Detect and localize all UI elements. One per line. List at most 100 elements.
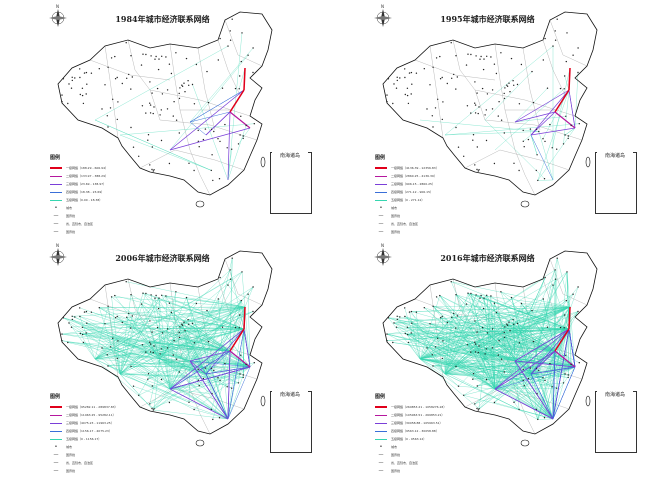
link-tier-5: [82, 306, 246, 335]
legend-tier: 四级网络（271.12 - 906.15）: [375, 188, 475, 196]
link-tier-3: [514, 89, 570, 123]
city-dot: [476, 168, 478, 171]
city-dot: [245, 124, 247, 127]
link-tier-5: [440, 317, 554, 420]
city-dot: [181, 323, 183, 325]
city-dot: [437, 337, 439, 339]
city-dot: [219, 37, 221, 40]
link-tier-5: [498, 354, 554, 420]
city-dot: [219, 276, 221, 279]
link-tier-5: [444, 359, 502, 375]
city-dot: [567, 137, 569, 140]
link-tier-4: [568, 328, 576, 368]
link-tier-5: [150, 351, 251, 368]
province-line: [169, 43, 191, 151]
city-dot: [193, 408, 195, 411]
city-dot: [126, 316, 128, 318]
link-tier-4: [205, 366, 251, 375]
city-dot: [197, 368, 199, 371]
city-dot: [107, 126, 109, 128]
city-dot: [577, 47, 579, 49]
city-dot: [404, 332, 406, 335]
city-dot: [140, 64, 143, 66]
city-dot: [221, 87, 224, 89]
link-tier-5: [480, 295, 554, 420]
city-dot: [513, 323, 515, 325]
city-dot: [556, 387, 558, 389]
legend: 图例 一级网络（95282.11 - 289837.83） 二级网络（11963.…: [50, 393, 150, 475]
inset-frame: [270, 391, 312, 453]
city-dot: [500, 358, 503, 360]
city-dot: [116, 315, 118, 318]
link-tier-5: [152, 373, 207, 387]
city-dot: [442, 340, 444, 342]
link-tier-5: [467, 293, 570, 330]
city-dot: [426, 108, 428, 110]
city-dot: [210, 128, 213, 130]
province-line: [189, 388, 211, 435]
city-dot: [481, 326, 484, 329]
link-tier-5: [433, 306, 571, 308]
link-tier-5: [484, 119, 545, 179]
city-dot: [81, 87, 84, 90]
city-dot: [110, 57, 113, 59]
city-dot: [141, 105, 144, 107]
link-tier-5: [94, 119, 212, 171]
city-dot: [86, 322, 88, 324]
legend-symbol: —: [53, 212, 59, 219]
legend-tier-label: 一级网络（95282.11 - 289837.83）: [66, 405, 118, 409]
legend-swatch: [375, 183, 387, 185]
link-tier-5: [119, 134, 212, 171]
city-dot: [513, 162, 515, 164]
link-tier-5: [504, 366, 576, 373]
link-tier-5: [227, 125, 247, 181]
city-dot: [513, 401, 515, 403]
link-tier-5: [194, 342, 229, 420]
link-tier-3: [169, 89, 245, 151]
inset-title: 南海诸岛: [272, 391, 308, 398]
link-tier-5: [86, 323, 171, 390]
link-tier-5: [189, 47, 254, 123]
city-dot: [224, 123, 226, 126]
city-dot: [531, 70, 533, 73]
link-tier-3: [514, 360, 554, 420]
north-label: N: [56, 4, 59, 9]
link-tier-5: [444, 294, 457, 375]
city-dot: [145, 292, 147, 295]
legend-tier-label: 四级网络（1156.17 - 4075.23）: [66, 429, 112, 433]
legend-items: • 城市 — 国界线 — 省、直辖市、自治区 — 国界线: [375, 443, 475, 475]
city-dot: [131, 76, 133, 78]
legend-item-label: 国界线: [391, 230, 401, 234]
city-dot: [504, 326, 506, 328]
city-dot: [503, 336, 506, 339]
city-dot: [130, 88, 132, 90]
city-dot: [481, 87, 484, 90]
link-tier-5: [451, 317, 496, 390]
link-tier-3: [494, 388, 554, 420]
city-dot: [562, 382, 565, 384]
link-tier-5: [160, 328, 245, 355]
legend: 图例 一级网络（188.29 - 606.94） 二级网络（133.97 - 38…: [50, 154, 150, 236]
link-tier-5: [437, 338, 576, 368]
city-dot: [490, 295, 492, 297]
link-tier-5: [152, 331, 231, 352]
city-dot: [485, 378, 488, 381]
city-dot: [426, 347, 428, 349]
link-tier-5: [487, 332, 516, 362]
city-dot: [491, 347, 494, 349]
link-tier-5: [227, 284, 246, 308]
link-tier-5: [206, 310, 251, 368]
city-dot: [239, 134, 241, 136]
city-dot: [442, 101, 444, 103]
city-dot: [531, 309, 533, 312]
link-tier-5: [544, 366, 576, 381]
city-dot: [160, 378, 163, 381]
link-tier-5: [393, 322, 486, 360]
economic-links: [94, 32, 255, 181]
city-dot: [518, 169, 520, 172]
city-dot: [467, 292, 469, 294]
city-dot: [81, 333, 84, 336]
city-dot: [219, 140, 221, 143]
link-tier-5: [205, 314, 240, 375]
link-tier-5: [549, 363, 554, 420]
